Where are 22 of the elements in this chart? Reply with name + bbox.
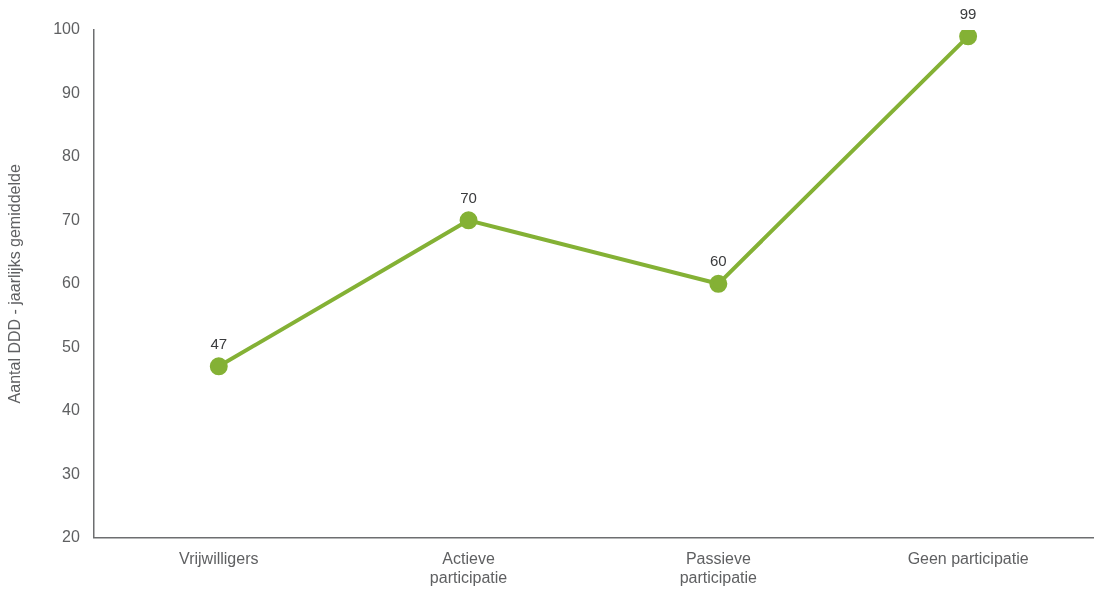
- y-axis-title: Aantal DDD - jaarlijks gemiddelde: [6, 164, 24, 404]
- y-tick-label: 80: [62, 147, 80, 165]
- point: [959, 30, 978, 46]
- point: [209, 357, 228, 376]
- x-tick-label: Actieve participatie: [429, 549, 508, 586]
- data-label: 70: [460, 188, 477, 206]
- data-label: 99: [959, 4, 977, 22]
- data-label: 47: [210, 334, 228, 352]
- y-tick-label: 100: [53, 20, 80, 38]
- y-tick-label: 90: [62, 83, 80, 101]
- x-tick-label: Vrijwilligers: [179, 549, 259, 567]
- x-tick-label: Geen participatie: [907, 549, 1029, 567]
- y-tick-label: 20: [62, 528, 80, 546]
- x-tick-label: Passieve participatie: [679, 549, 758, 586]
- y-tick-label: 40: [62, 401, 80, 419]
- data-label: 60: [709, 252, 727, 270]
- y-tick-label: 60: [62, 274, 80, 292]
- y-tick-label: 50: [62, 337, 80, 355]
- y-tick-label: 70: [62, 210, 80, 228]
- y-tick-label: 30: [62, 464, 80, 482]
- point: [709, 274, 728, 293]
- point: [459, 211, 478, 230]
